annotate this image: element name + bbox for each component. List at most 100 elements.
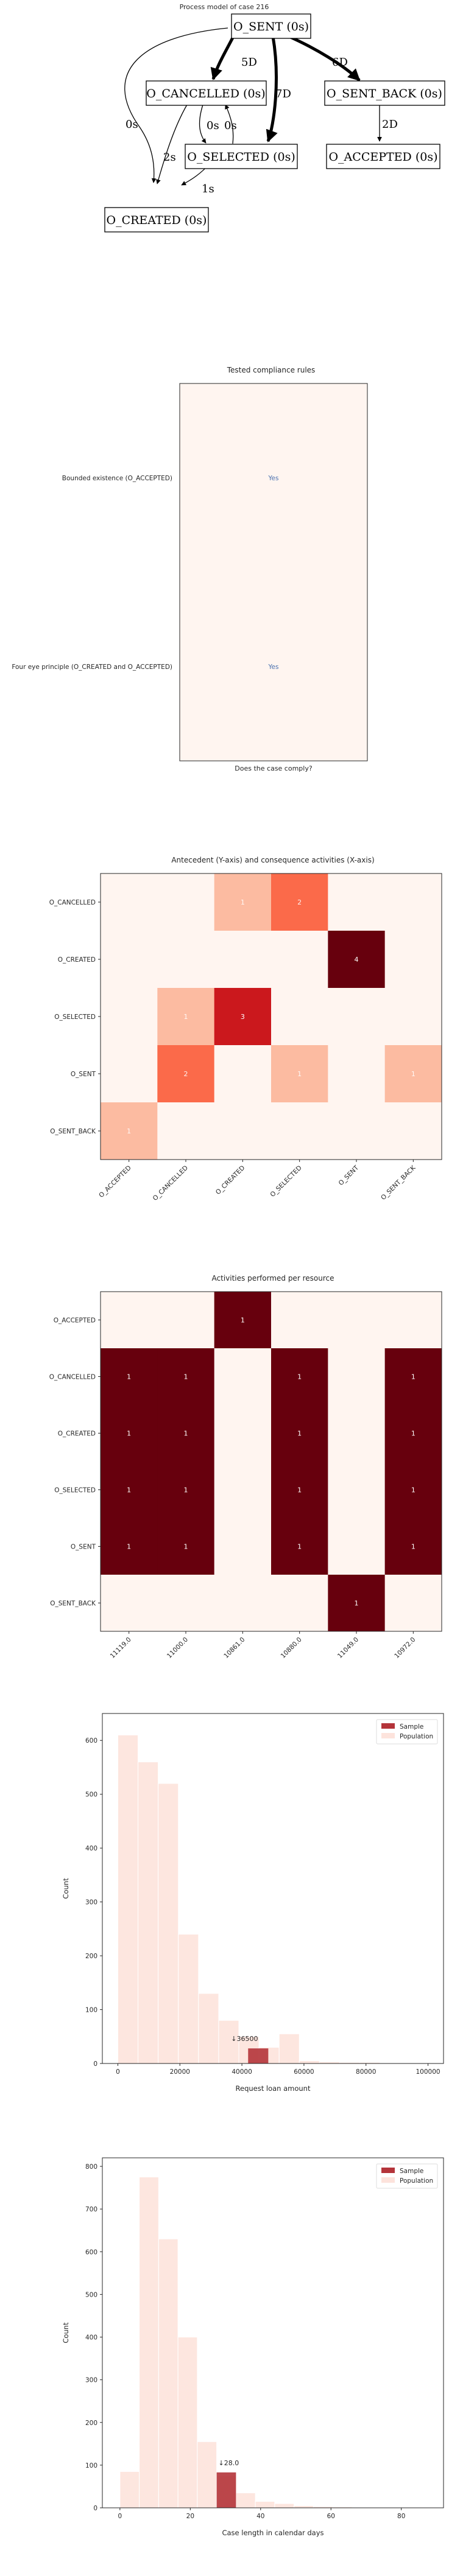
heatmap1-cell-value: 1	[184, 1013, 188, 1021]
heatmap1-cell	[157, 988, 215, 1046]
heatmap2-cell	[214, 1575, 272, 1632]
heatmap2-ytick-label: O_SELECTED	[54, 1487, 96, 1494]
edge-label-0s-created: 0s	[126, 118, 138, 131]
heatmap2-cell	[328, 1348, 386, 1405]
heatmap2-cell	[384, 1405, 442, 1462]
edge-cancelled-selected	[199, 104, 207, 144]
length-hist-xlabel: Case length in calendar days	[222, 2529, 323, 2537]
heatmap1-cell	[157, 873, 215, 931]
heatmap1-cell	[214, 1045, 272, 1103]
heatmap1-cell	[271, 1045, 328, 1103]
heatmap2-cell	[384, 1461, 442, 1519]
loan-hist-xtick-label: 60000	[294, 2068, 314, 2076]
length-hist-population-bar	[274, 2503, 295, 2508]
heatmap2-cell-value: 1	[127, 1486, 131, 1494]
length-hist-xtick-label: 80	[397, 2513, 405, 2520]
heatmap1-cell	[214, 873, 272, 931]
length-hist-annotation: ↓28.0	[219, 2459, 239, 2467]
heatmap2-cell	[384, 1575, 442, 1632]
process-nodes: O_SENT (0s) O_CANCELLED (0s) O_SENT_BACK…	[104, 13, 445, 233]
edge-label-1s: 1s	[202, 183, 214, 195]
loan-hist-population-bar	[299, 2060, 320, 2064]
node-o-accepted: O_ACCEPTED (0s)	[326, 144, 440, 169]
heatmap1-cell	[157, 1102, 215, 1160]
length-hist-ytick-label: 300	[85, 2377, 97, 2384]
heatmap2-cell	[214, 1348, 272, 1405]
compliance-xlabel: Does the case comply?	[235, 765, 313, 772]
loan-hist-population-bar	[198, 1993, 219, 2064]
heatmap2-cell	[101, 1461, 158, 1519]
heatmap2-cell	[214, 1405, 272, 1462]
heatmap2-cell-value: 1	[411, 1486, 415, 1494]
heatmap2-xtick-label: 11049.0	[336, 1636, 360, 1660]
heatmap1-cell	[271, 873, 328, 931]
loan-hist-annotation: ↓36500	[231, 2035, 258, 2043]
compliance-cell	[180, 383, 367, 572]
heatmap2-frame	[100, 1291, 442, 1632]
heatmap2-cell-value: 1	[184, 1430, 188, 1438]
length-hist-xtick-label: 0	[118, 2513, 122, 2520]
heatmap2-cell-value: 1	[184, 1373, 188, 1381]
svg-text:O_ACCEPTED (0s): O_ACCEPTED (0s)	[328, 150, 437, 164]
heatmap1-xtick-label: O_SENT	[338, 1164, 361, 1187]
heatmap2-xtick-label: 10861.0	[222, 1636, 246, 1660]
loan-hist-ytick-label: 500	[85, 1791, 97, 1799]
heatmap2-xtick-label: 10880.0	[280, 1636, 303, 1660]
heatmap1-ytick-label: O_CANCELLED	[49, 899, 96, 906]
compliance-cell	[180, 572, 367, 761]
heatmap2-cell	[157, 1518, 215, 1575]
heatmap1-cell	[101, 873, 158, 931]
heatmap2-cell	[328, 1405, 386, 1462]
loan-hist-ytick-label: 200	[85, 1953, 97, 1960]
length-hist-population-bar	[158, 2238, 179, 2508]
length-hist-xtick-label: 40	[256, 2513, 264, 2520]
heatmap1-cell	[271, 1102, 328, 1160]
loan-hist-sample-bar	[248, 2048, 269, 2063]
heatmap2-ytick-label: O_CANCELLED	[49, 1374, 96, 1381]
length-hist-xtick-label: 60	[327, 2513, 335, 2520]
heatmap1-cell-value: 1	[127, 1127, 131, 1135]
heatmap1-cell	[328, 1102, 386, 1160]
heatmap1-cell	[384, 988, 442, 1046]
loan-hist-legend-sample-swatch	[381, 1723, 395, 1729]
node-o-sent-back: O_SENT_BACK (0s)	[324, 80, 445, 106]
heatmap1-ytick-label: O_SENT_BACK	[50, 1128, 96, 1135]
loan-hist-population-bar	[138, 1762, 159, 2064]
heatmap1-cell	[101, 988, 158, 1046]
heatmap2-cell-value: 1	[411, 1430, 415, 1438]
loan-hist-xtick-label: 0	[116, 2068, 120, 2076]
heatmap2-cell	[328, 1292, 386, 1349]
node-o-selected: O_SELECTED (0s)	[185, 144, 298, 169]
heatmap1-cell	[214, 988, 272, 1046]
heatmap2-cell	[157, 1348, 215, 1405]
length-hist-population-bar	[197, 2441, 217, 2508]
heatmap2-xtick-label: 11119.0	[109, 1636, 133, 1660]
heatmap1-cell	[101, 1045, 158, 1103]
length-hist-ytick-label: 500	[85, 2291, 97, 2298]
heatmap1-cell-value: 2	[184, 1070, 188, 1078]
heatmap1-xtick-label: O_SELECTED	[269, 1164, 303, 1199]
length-hist-legend-sample-swatch	[381, 2168, 395, 2173]
edge-label-2s: 2s	[163, 151, 176, 164]
length-hist-legend-population-swatch	[381, 2177, 395, 2183]
heatmap1-cell	[328, 873, 386, 931]
heatmap2-cell	[384, 1292, 442, 1349]
heatmap2-cell-value: 1	[184, 1543, 188, 1551]
heatmap1-title: Antecedent (Y-axis) and consequence acti…	[171, 856, 374, 864]
length-hist-ytick-label: 600	[85, 2249, 97, 2256]
case-length-panel: ↓28.0 0 20 40 60 80 0 100 200 300 400 500 600 700 800 C…	[0, 2152, 449, 2576]
loan-hist-xtick-label: 80000	[356, 2068, 376, 2076]
heatmap1-ytick-label: O_SENT	[71, 1071, 96, 1078]
length-hist-population-bar	[177, 2337, 198, 2508]
heatmap2-cell	[328, 1575, 386, 1632]
loan-hist-population-bar	[278, 2033, 300, 2064]
edge-label-7d: 7D	[275, 88, 291, 100]
heatmap1-cell-value: 1	[411, 1070, 415, 1078]
edge-cancelled-created	[156, 104, 188, 184]
loan-histogram-panel: ↓36500 0 20000 40000 60000 80000 100000 0 100 200…	[0, 1707, 449, 2133]
loan-hist-ytick-label: 0	[93, 2060, 97, 2068]
length-hist-population-bar	[255, 2501, 275, 2508]
heatmap2-ytick-label: O_SENT	[71, 1544, 96, 1551]
heatmap2-cell	[271, 1348, 328, 1405]
